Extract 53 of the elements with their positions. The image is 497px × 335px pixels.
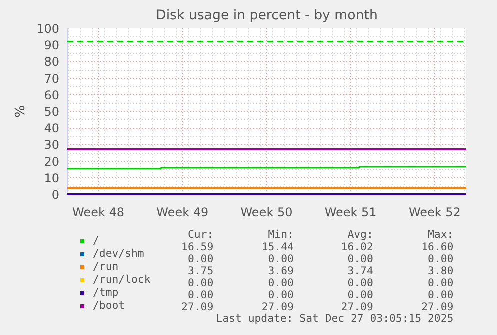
text: 3.74 bbox=[348, 264, 374, 278]
y-tick-label: 90 bbox=[44, 38, 60, 53]
text: Avg: bbox=[348, 228, 374, 241]
text: 27.09 bbox=[262, 300, 294, 314]
y-tick-label: 60 bbox=[44, 88, 60, 102]
text: Min: bbox=[268, 228, 294, 241]
y-tick-label: 30 bbox=[44, 138, 60, 152]
legend-label: /dev/shm bbox=[93, 247, 144, 260]
y-tick-label: 20 bbox=[44, 154, 60, 169]
text: 0.00 bbox=[428, 252, 454, 266]
text: 27.09 bbox=[182, 300, 214, 314]
x-tick-label: Week 51 bbox=[324, 206, 377, 220]
x-tick-label: Week 48 bbox=[72, 206, 125, 220]
text: 3.80 bbox=[428, 264, 454, 278]
text: 3.69 bbox=[268, 264, 294, 278]
legend-label: / bbox=[93, 234, 100, 247]
text: 0.00 bbox=[348, 276, 374, 290]
text: 3.75 bbox=[188, 264, 214, 278]
y-axis-title: % bbox=[14, 105, 29, 118]
text: Max: bbox=[428, 228, 454, 241]
y-tick-label: 50 bbox=[44, 105, 60, 119]
legend-label: /tmp bbox=[93, 286, 119, 299]
text: 16.02 bbox=[341, 240, 374, 254]
text: 0.00 bbox=[348, 288, 374, 302]
text: 27.09 bbox=[341, 300, 374, 314]
text: 0.00 bbox=[268, 276, 294, 290]
text: 0.00 bbox=[188, 252, 214, 266]
text: 0.00 bbox=[268, 252, 294, 266]
y-tick-label: 80 bbox=[44, 55, 60, 70]
text: 0.00 bbox=[428, 288, 454, 302]
x-tick-label: Week 49 bbox=[156, 206, 209, 220]
y-tick-label: 40 bbox=[44, 122, 60, 136]
text: 16.59 bbox=[182, 240, 214, 254]
text: 0.00 bbox=[188, 288, 214, 302]
text: 15.44 bbox=[262, 240, 294, 254]
legend-label: /boot bbox=[93, 299, 126, 312]
y-tick-label: 70 bbox=[44, 72, 60, 86]
text: 0.00 bbox=[268, 288, 294, 302]
legend-label: /run/lock bbox=[93, 273, 151, 286]
text: 0.00 bbox=[188, 276, 214, 290]
text: Cur: bbox=[188, 228, 214, 241]
text: 16.60 bbox=[422, 240, 454, 254]
y-tick-label: 10 bbox=[44, 171, 60, 186]
x-tick-label: Week 50 bbox=[240, 206, 293, 220]
text: 27.09 bbox=[422, 300, 454, 314]
text: 0.00 bbox=[428, 276, 454, 290]
legend-label: /run bbox=[93, 260, 119, 273]
y-tick-label: 100 bbox=[36, 22, 60, 36]
y-tick-label: 0 bbox=[52, 188, 60, 202]
text: Last update: Sat Dec 27 03:05:15 2025 bbox=[216, 312, 454, 325]
x-tick-label: Week 52 bbox=[408, 206, 461, 220]
chart-title: Disk usage in percent - by month bbox=[156, 8, 378, 24]
text: 0.00 bbox=[348, 252, 374, 266]
